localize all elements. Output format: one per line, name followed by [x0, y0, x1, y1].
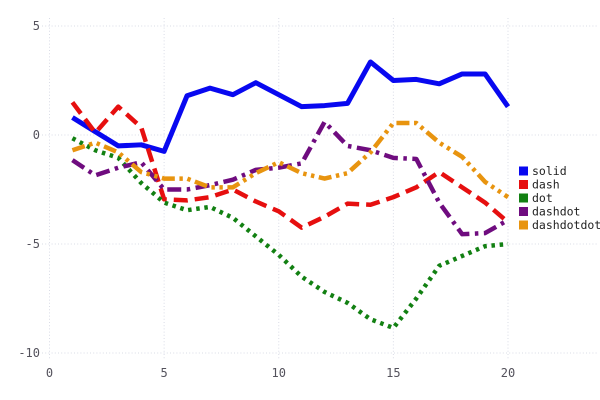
legend-swatch-solid: [519, 166, 528, 176]
y-tick-label: 0: [33, 128, 40, 142]
y-axis-tick-labels: 5 0 -5 -10: [18, 19, 40, 360]
series-line-dashdotdot: [71, 120, 510, 200]
y-tick-label: -10: [18, 346, 40, 360]
legend-label-solid: solid: [532, 164, 567, 178]
legend-swatch-dash: [519, 180, 528, 189]
legend-label-dash: dash: [532, 178, 560, 192]
series-line-dash: [70, 100, 510, 230]
legend-label-dashdot: dashdot: [532, 205, 580, 219]
x-tick-label: 15: [386, 366, 400, 380]
x-tick-label: 20: [501, 366, 515, 380]
legend-label-dot: dot: [532, 191, 553, 205]
y-tick-label: -5: [26, 237, 40, 251]
series-line-dashdot: [71, 119, 510, 237]
legend-label-dashdotdot: dashdotdot: [532, 218, 600, 232]
x-tick-label: 10: [272, 366, 286, 380]
legend-swatch-dot: [519, 193, 528, 203]
y-tick-label: 5: [33, 19, 40, 33]
gridlines: [42, 18, 597, 360]
x-tick-label: 5: [161, 366, 168, 380]
legend-swatch-dashdot: [519, 207, 528, 216]
series-line-dot: [71, 136, 509, 331]
legend-swatch-dashdotdot: [519, 220, 528, 230]
x-axis-tick-labels: 0 5 10 15 20: [46, 366, 515, 380]
x-tick-label: 0: [46, 366, 53, 380]
series-lines: [70, 59, 511, 331]
series-line-solid: [71, 59, 511, 154]
